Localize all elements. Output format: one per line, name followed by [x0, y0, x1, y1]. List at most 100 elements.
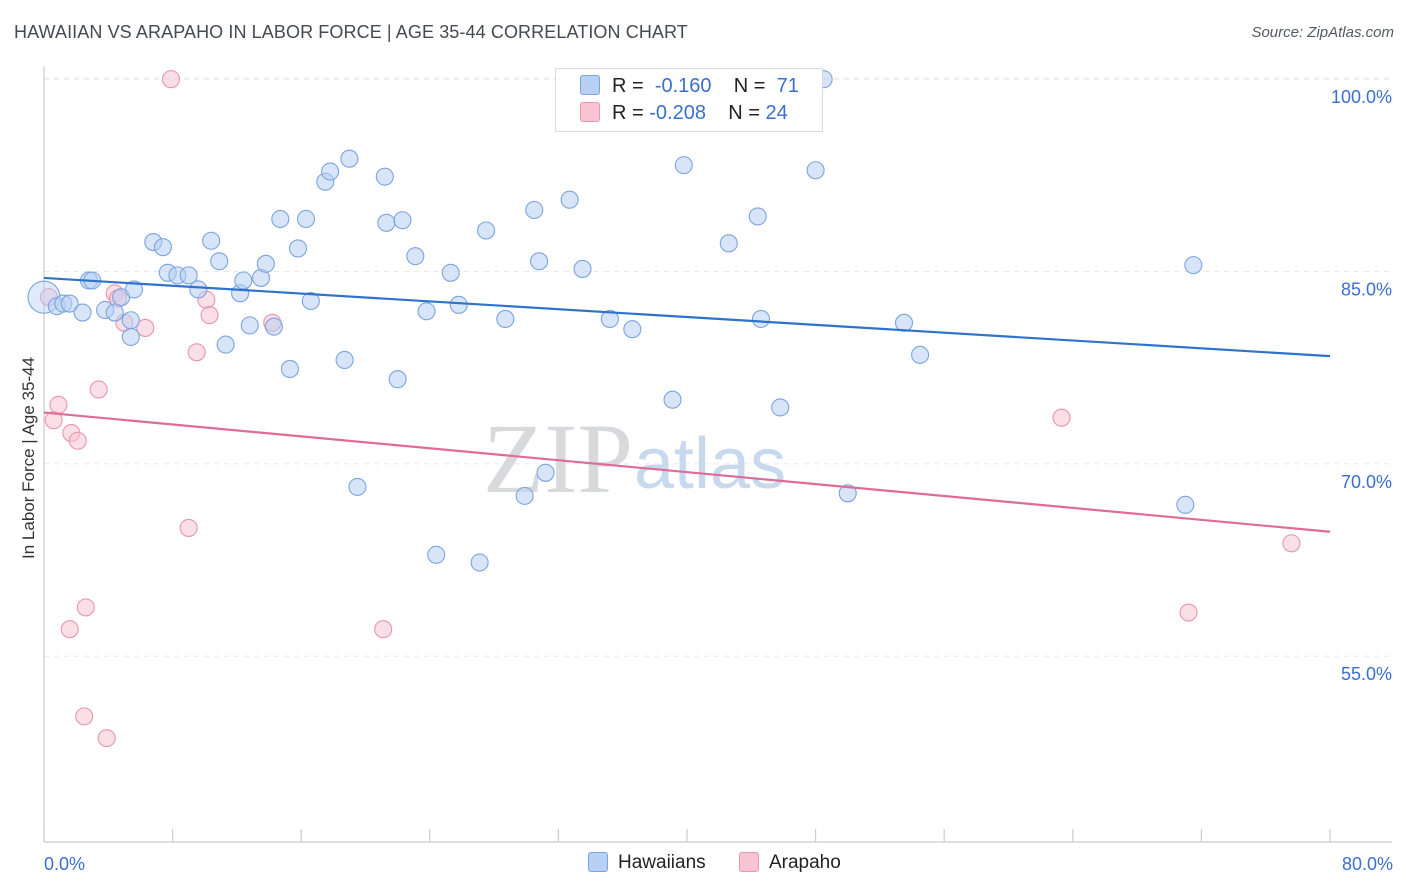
- hawaiians-point: [60, 294, 79, 313]
- legend-row-hawaiians: R = -0.160 N = 71: [580, 75, 799, 101]
- arapaho-point: [179, 518, 198, 537]
- r-label: R =: [612, 75, 644, 97]
- hawaiians-point: [406, 247, 425, 266]
- x-tick-label: 80.0%: [1342, 854, 1393, 874]
- tick-labels: 55.0% 70.0% 85.0% 100.0% 0.0% 80.0%: [44, 87, 1393, 874]
- arapaho-legend-swatch: [738, 852, 759, 872]
- series-legend: Hawaiians Arapaho: [588, 852, 869, 874]
- axes: [43, 66, 1392, 843]
- arapaho-point: [68, 431, 87, 450]
- correlation-legend: R = -0.160 N = 71 R = -0.208 N = 24: [555, 68, 823, 132]
- arapaho-point: [200, 306, 219, 325]
- hawaiians-point: [806, 161, 825, 180]
- arapaho-point: [1282, 534, 1301, 553]
- watermark-zip: ZIP: [483, 403, 633, 514]
- hawaiians-point: [441, 263, 460, 282]
- arapaho-point: [161, 70, 181, 89]
- n-label: N =: [733, 75, 766, 97]
- arapaho-point: [60, 620, 79, 639]
- trend-lines: [43, 276, 1331, 533]
- hawaiians-point: [393, 211, 412, 230]
- hawaiians-point: [296, 209, 316, 229]
- hawaiians-point: [264, 317, 283, 336]
- hawaiians-point: [121, 327, 140, 346]
- arapaho-point: [187, 343, 206, 362]
- legend-item-arapaho[interactable]: Arapaho: [738, 852, 841, 874]
- arapaho-n-value: 24: [765, 102, 788, 124]
- hawaiians-point: [202, 231, 221, 250]
- arapaho-point: [76, 598, 95, 617]
- legend-item-hawaiians[interactable]: Hawaiians: [588, 852, 706, 874]
- hawaiians-point: [124, 280, 144, 299]
- x-tick-label: 0.0%: [44, 854, 85, 874]
- chart-source: Source: ZipAtlas.com: [1251, 24, 1394, 41]
- hawaiians-point: [536, 463, 555, 482]
- watermark-atlas: atlas: [634, 424, 786, 504]
- arapaho-point: [374, 620, 393, 639]
- hawaiians-point: [1184, 256, 1203, 275]
- y-tick-label: 100.0%: [1331, 87, 1392, 107]
- hawaiians-swatch: [580, 75, 600, 95]
- hawaiians-point: [573, 259, 592, 279]
- hawaiians-point: [189, 280, 208, 299]
- y-axis-label: In Labor Force | Age 35-44: [19, 357, 38, 559]
- hawaiians-point: [377, 213, 396, 232]
- hawaiians-point: [375, 167, 394, 186]
- hawaiians-point: [623, 320, 642, 339]
- hawaiians-point: [73, 303, 92, 322]
- hawaiians-point: [427, 545, 446, 564]
- hawaiians-point: [838, 484, 857, 503]
- y-tick-label: 85.0%: [1341, 280, 1392, 300]
- hawaiians-point: [321, 162, 340, 181]
- hawaiians-legend-swatch: [588, 852, 608, 872]
- hawaiians-point: [271, 209, 290, 229]
- hawaiians-point: [525, 200, 544, 220]
- hawaiians-point: [240, 316, 259, 335]
- hawaiians-point: [719, 234, 738, 253]
- hawaiians-point: [280, 359, 299, 379]
- hawaiians-point: [288, 239, 308, 258]
- hawaiians-point: [477, 221, 496, 240]
- hawaiians-legend-label: Hawaiians: [618, 852, 706, 873]
- hawaiians-point: [751, 309, 770, 329]
- hawaiians-point: [1176, 495, 1195, 514]
- hawaiians-n-value: 71: [776, 75, 799, 97]
- hawaiians-point: [470, 553, 489, 572]
- hawaiians-point: [179, 266, 198, 285]
- arapaho-point: [89, 380, 108, 399]
- hawaiians-point: [530, 252, 549, 271]
- hawaiians-point: [348, 477, 367, 496]
- arapaho-swatch: [580, 102, 600, 122]
- arapaho-trend-line: [43, 411, 1331, 533]
- hawaiians-point: [105, 303, 124, 322]
- arapaho-point: [1052, 408, 1071, 427]
- y-tick-label: 55.0%: [1341, 664, 1392, 684]
- hawaiians-point: [335, 350, 354, 370]
- r-label: R =: [612, 102, 644, 124]
- arapaho-legend-label: Arapaho: [768, 852, 841, 873]
- hawaiians-point: [216, 335, 235, 354]
- hawaiians-point: [340, 149, 359, 168]
- arapaho-point: [75, 707, 94, 726]
- hawaiians-point: [496, 309, 515, 329]
- hawaiians-point: [417, 302, 436, 321]
- hawaiians-r-value: -0.160: [654, 75, 712, 97]
- gridlines: [44, 77, 1392, 657]
- hawaiians-point: [256, 254, 275, 273]
- hawaiians-point: [560, 190, 579, 209]
- hawaiians-point: [515, 486, 534, 505]
- legend-row-arapaho: R = -0.208 N = 24: [580, 102, 788, 128]
- watermark: ZIP atlas: [483, 403, 786, 514]
- hawaiians-points: [27, 70, 1203, 572]
- hawaiians-point: [210, 252, 229, 271]
- hawaiians-point: [894, 313, 914, 332]
- hawaiians-point: [771, 398, 790, 417]
- y-tick-label: 70.0%: [1341, 472, 1392, 492]
- arapaho-point: [49, 395, 68, 414]
- hawaiians-point: [663, 390, 682, 409]
- hawaiians-point: [674, 156, 693, 175]
- n-label: N =: [728, 102, 760, 124]
- hawaiians-point: [748, 207, 767, 226]
- hawaiians-point: [911, 345, 930, 364]
